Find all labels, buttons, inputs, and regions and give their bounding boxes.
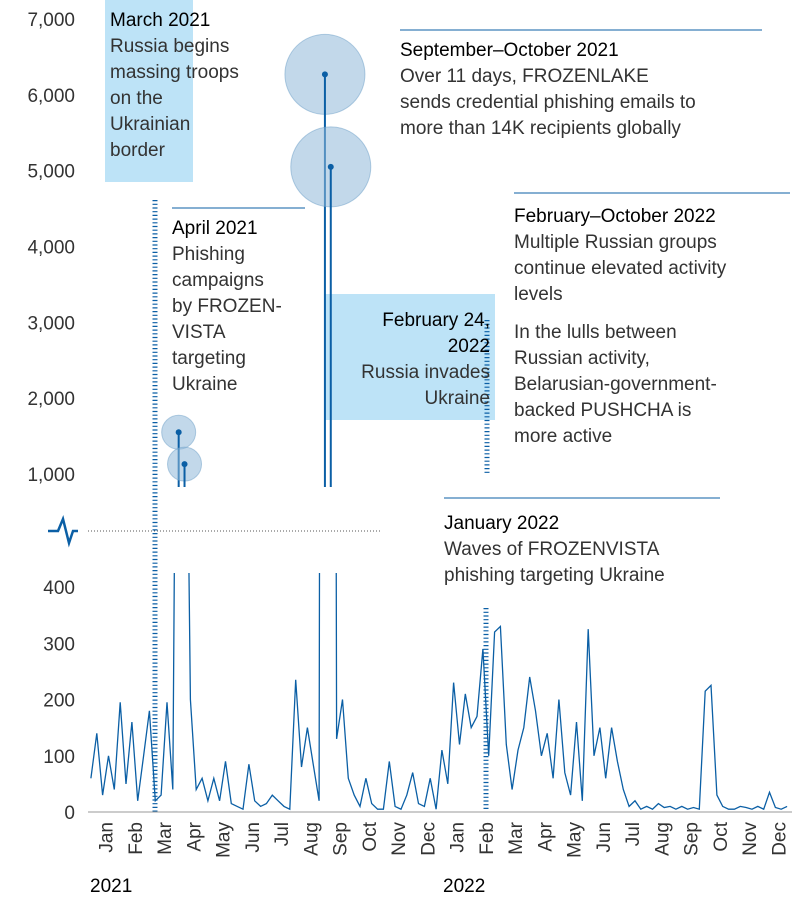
x-tick-label: Dec xyxy=(418,822,439,856)
annotation-text: Russia begins xyxy=(110,36,229,57)
data-line xyxy=(90,573,788,811)
annotation-text: Russia invades xyxy=(361,362,490,383)
annotation-title: September–October 2021 xyxy=(400,40,619,61)
y-tick-label: 400 xyxy=(43,578,75,599)
annotation-text: Belarusian-government- xyxy=(514,374,717,395)
x-tick-label: Jan xyxy=(97,822,118,853)
annotation-text: In the lulls between xyxy=(514,322,677,343)
x-tick-label: Nov xyxy=(740,822,761,856)
y-tick-label: 200 xyxy=(43,691,75,712)
annotation-text: Multiple Russian groups xyxy=(514,232,717,253)
annotation-text: levels xyxy=(514,284,563,305)
y-tick-label: 3,000 xyxy=(27,313,75,334)
x-tick-label: Jun xyxy=(243,822,264,853)
x-tick-label: Apr xyxy=(535,821,556,851)
x-tick-label: Apr xyxy=(184,821,205,851)
y-tick-label: 4,000 xyxy=(27,238,75,259)
x-tick-label: Sep xyxy=(331,822,352,856)
x-tick-label: Oct xyxy=(711,821,732,851)
event-point xyxy=(181,461,188,468)
annotation-text: by FROZEN- xyxy=(172,296,282,317)
x-tick-label: Jan xyxy=(448,822,469,853)
x-tick-label: Sep xyxy=(682,822,703,856)
y-tick-label: 7,000 xyxy=(27,10,75,31)
x-tick-label: Aug xyxy=(652,822,673,856)
y-tick-label: 300 xyxy=(43,634,75,655)
x-tick-label: Aug xyxy=(301,822,322,856)
x-tick-label: Mar xyxy=(155,821,176,854)
annotation-title: January 2022 xyxy=(444,513,559,534)
annotation-text: Waves of FROZENVISTA xyxy=(444,539,660,560)
x-tick-label: Feb xyxy=(477,822,498,855)
x-tick-label: Feb xyxy=(126,822,147,855)
annotation-text: targeting xyxy=(172,348,246,369)
annotation-box xyxy=(325,294,495,420)
y-tick-label: 0 xyxy=(64,803,75,824)
annotation-text: campaigns xyxy=(172,270,264,291)
x-tick-label: Jul xyxy=(272,822,293,846)
annotation-text: Ukraine xyxy=(425,388,490,409)
y-tick-label: 2,000 xyxy=(27,389,75,410)
x-tick-label: Jun xyxy=(594,822,615,853)
x-tick-label: Jul xyxy=(623,822,644,846)
axis-break-symbol xyxy=(48,515,78,548)
year-label: 2022 xyxy=(443,876,485,897)
annotation-title: April 2021 xyxy=(172,218,258,239)
y-tick-label: 1,000 xyxy=(27,465,75,486)
annotation-text: Over 11 days, FROZENLAKE xyxy=(400,66,649,87)
annotation-text: Phishing xyxy=(172,244,245,265)
y-tick-label: 5,000 xyxy=(27,162,75,183)
annotation-text: phishing targeting Ukraine xyxy=(444,565,665,586)
annotation-text: more active xyxy=(514,426,612,447)
x-tick-label: Mar xyxy=(506,821,527,854)
annotation-title: February 24, xyxy=(382,310,490,331)
annotation-box xyxy=(105,0,193,182)
event-point xyxy=(321,71,328,78)
decoration xyxy=(48,0,792,813)
year-label: 2021 xyxy=(90,876,132,897)
x-tick-label: May xyxy=(565,822,586,858)
annotation-text: more than 14K recipients globally xyxy=(400,118,681,139)
annotation-title: March 2021 xyxy=(110,10,210,31)
annotation-text: massing troops xyxy=(110,62,239,83)
annotation-text: border xyxy=(110,140,166,161)
annotation-text: Russian activity, xyxy=(514,348,650,369)
annotation-title: February–October 2022 xyxy=(514,206,716,227)
annotation-text: Ukrainian xyxy=(110,114,190,135)
x-tick-label: Nov xyxy=(389,822,410,856)
annotation-text: sends credential phishing emails to xyxy=(400,92,696,113)
annotation-title: 2022 xyxy=(448,336,490,357)
y-tick-label: 6,000 xyxy=(27,86,75,107)
event-point xyxy=(175,429,182,436)
line-group xyxy=(90,573,788,811)
x-tick-label: May xyxy=(214,822,235,858)
event-point xyxy=(327,163,334,170)
annotation-text: continue elevated activity xyxy=(514,258,727,279)
annotation-text: VISTA xyxy=(172,322,226,343)
y-tick-label: 100 xyxy=(43,747,75,768)
x-tick-label: Oct xyxy=(360,821,381,851)
annotation-text: Ukraine xyxy=(172,374,237,395)
annotation-text: on the xyxy=(110,88,163,109)
annotation-text: backed PUSHCHA is xyxy=(514,400,691,421)
x-tick-label: Dec xyxy=(769,822,790,856)
